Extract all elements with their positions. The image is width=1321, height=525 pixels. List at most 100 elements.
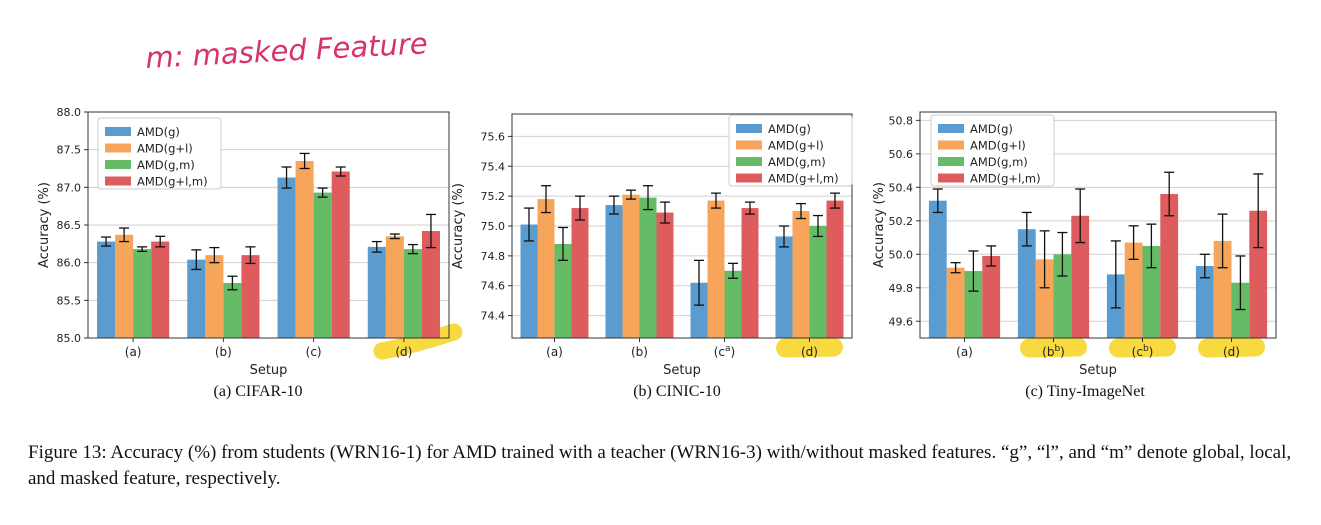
handwritten-note: m: masked Feature <box>145 26 429 75</box>
y-tick-label: 50.6 <box>889 148 914 161</box>
bar <box>313 192 332 338</box>
error-bar <box>155 235 166 248</box>
error-bar <box>813 214 823 238</box>
chart-subtitle: (a) CIFAR-10 <box>213 383 302 400</box>
error-bar <box>407 243 418 255</box>
bar <box>223 283 242 338</box>
bar <box>385 236 404 338</box>
highlighter-mark <box>1109 337 1176 358</box>
x-tick-label: (a) <box>956 345 973 359</box>
bar <box>133 249 152 338</box>
figure-canvas: m: masked Feature 85.0 85.5 86.0 86.5 87.0 87… <box>37 26 1277 400</box>
x-tick-label: (d) <box>1223 345 1240 359</box>
legend-swatch <box>736 140 762 150</box>
bar <box>1124 242 1143 338</box>
y-tick-label: 75.2 <box>481 190 506 203</box>
bar <box>826 200 844 338</box>
bar <box>1035 259 1054 338</box>
x-tick-label: (a) <box>125 345 142 359</box>
x-axis-label: Setup <box>663 363 701 378</box>
bar <box>707 200 725 338</box>
y-tick-label: 74.6 <box>481 280 506 293</box>
error-bar <box>1146 223 1157 269</box>
y-tick-label: 88.0 <box>57 106 82 119</box>
error-bar <box>1075 188 1086 244</box>
legend-entry: AMD(g,m) <box>137 158 195 172</box>
bar <box>151 241 170 338</box>
bar <box>605 205 623 338</box>
y-tick-label: 50.8 <box>889 114 914 127</box>
y-tick-label: 75.4 <box>481 160 506 173</box>
chart-subtitle: (c) Tiny-ImageNet <box>1025 383 1145 400</box>
error-bar <box>558 226 568 261</box>
y-axis-label: Accuracy (%) <box>451 183 466 269</box>
y-tick-label: 50.4 <box>889 181 914 194</box>
bar <box>1071 215 1090 338</box>
y-tick-label: 74.8 <box>481 250 506 263</box>
y-tick-label: 49.8 <box>889 282 914 295</box>
legend-swatch <box>938 124 964 133</box>
bar <box>639 197 657 338</box>
error-bar <box>389 233 400 240</box>
bar <box>1231 282 1250 338</box>
bar <box>277 177 296 338</box>
error-bar <box>745 201 755 215</box>
legend-entry: AMD(g+l,m) <box>768 172 839 186</box>
error-bar <box>986 245 997 267</box>
plot-frame <box>919 111 1277 339</box>
y-tick-label: 50.0 <box>889 248 914 261</box>
error-bar <box>541 185 551 214</box>
error-bar <box>1021 211 1032 247</box>
chart-panel-3: 49.6 49.8 50.0 50.2 50.4 50.6 50.8 (a) (bb) (cb) (… <box>872 111 1277 400</box>
legend-swatch <box>938 157 964 166</box>
legend-entry: AMD(g,m) <box>768 155 826 169</box>
x-tick-label: (ca) <box>714 344 735 359</box>
chart-panel-1: 85.0 85.5 86.0 86.5 87.0 87.5 88.0 (a) (b) (c) (d)… <box>37 106 463 400</box>
error-bar <box>245 246 256 265</box>
x-tick-label: (cb) <box>1132 344 1154 359</box>
legend-swatch <box>736 124 762 133</box>
bar <box>809 226 827 338</box>
legend-swatch <box>938 140 964 150</box>
bar <box>656 212 674 338</box>
legend-entry: AMD(g) <box>768 122 811 136</box>
bar <box>537 199 555 338</box>
error-bar <box>932 188 943 214</box>
legend-swatch <box>736 157 762 166</box>
y-axis-label: Accuracy (%) <box>872 182 887 268</box>
bar <box>741 208 759 338</box>
bar <box>520 224 538 338</box>
error-bar <box>1164 171 1175 217</box>
error-bar <box>1110 240 1121 309</box>
error-bar <box>830 192 840 209</box>
error-bar <box>371 240 382 253</box>
legend: AMD(g) AMD(g+l) AMD(g,m) AMD(g+l,m) <box>728 114 853 187</box>
legend-entry: AMD(g+l,m) <box>137 175 208 189</box>
bar <box>187 259 206 338</box>
bar <box>1249 210 1268 338</box>
legend-swatch <box>105 143 131 153</box>
bar <box>97 241 116 338</box>
error-bar <box>968 250 979 292</box>
legend: AMD(g) AMD(g+l) AMD(g,m) AMD(g+l,m) <box>930 114 1055 187</box>
y-tick-label: 86.0 <box>57 257 82 270</box>
highlighter-mark <box>373 323 463 360</box>
x-tick-label: (a) <box>546 345 563 359</box>
error-bar <box>626 189 636 200</box>
error-bar <box>137 246 148 253</box>
x-tick-label: (b) <box>215 345 232 359</box>
bar <box>554 243 572 338</box>
bar <box>792 211 810 338</box>
chart-panel-2: 74.4 74.6 74.8 75.0 75.2 75.4 75.6 (a) (b) (ca) (d… <box>451 113 853 400</box>
y-tick-label: 86.5 <box>57 219 82 232</box>
bar <box>690 282 708 338</box>
legend-swatch <box>105 127 131 136</box>
y-tick-label: 50.2 <box>889 215 914 228</box>
x-axis-label: Setup <box>250 363 288 378</box>
legend-entry: AMD(g+l) <box>970 139 1026 153</box>
bar <box>367 246 386 338</box>
legend: AMD(g) AMD(g+l) AMD(g,m) AMD(g+l,m) <box>97 117 222 190</box>
error-bar <box>643 185 653 211</box>
legend-swatch <box>105 176 131 186</box>
bar <box>1142 245 1161 338</box>
